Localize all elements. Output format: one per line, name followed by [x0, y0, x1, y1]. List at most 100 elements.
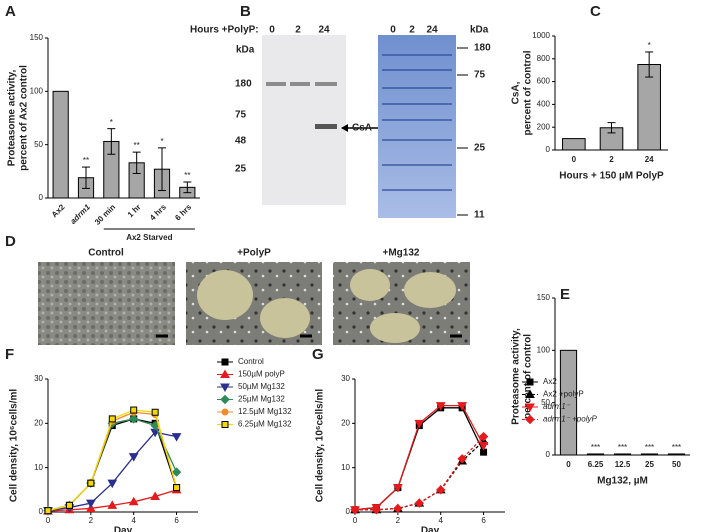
bar: [562, 138, 586, 151]
error-bar: [132, 151, 141, 174]
marker: [173, 484, 181, 492]
arrow-head: [341, 124, 348, 132]
lane-label: 2: [295, 25, 301, 36]
marker: [107, 479, 118, 489]
y-tick-label: 150: [30, 33, 44, 42]
y-tick-label: 10: [341, 463, 350, 472]
blot-header: Hours +PolyP:: [190, 25, 259, 36]
y-tick-label: 200: [537, 122, 551, 131]
legend-label: adrm1⁻: [543, 402, 571, 411]
marker-label: 25: [235, 164, 247, 175]
marker: [129, 414, 139, 424]
x-tick-label: 0: [353, 516, 358, 525]
x-tick-label: 6 hrs: [173, 202, 193, 222]
legend-label: 12.5µM Mg132: [238, 407, 292, 416]
y-tick-label: 0: [346, 507, 351, 516]
marker-label: 75: [235, 110, 247, 121]
y-tick-label: 50: [541, 398, 550, 407]
y-axis-label: CsA,: [511, 81, 522, 104]
lane-label: 0: [269, 25, 275, 36]
x-tick-label: 0: [566, 460, 571, 469]
western-blot: [262, 35, 346, 205]
marker: [150, 491, 161, 500]
marker: [85, 499, 96, 509]
gel-lane-label: 0: [390, 25, 396, 36]
panel-letter: A: [5, 3, 16, 20]
x-axis-label: Hours + 150 µM PolyP: [559, 171, 664, 182]
marker: [457, 402, 468, 411]
error-bar: [183, 181, 192, 194]
marker: [525, 403, 535, 413]
y-tick-label: 800: [537, 54, 551, 63]
marker: [221, 358, 229, 366]
bar: [52, 90, 69, 199]
marker: [526, 378, 534, 386]
marker-ticks: [457, 47, 468, 216]
marker: [108, 415, 116, 423]
marker: [414, 498, 424, 508]
legend-label: Ax2: [543, 377, 557, 386]
significance: **: [184, 171, 190, 180]
marker: [151, 408, 159, 416]
marker: [435, 402, 446, 411]
panel-letter: F: [5, 346, 14, 363]
x-tick-label: 4: [131, 516, 136, 525]
cell-aggregate: [260, 298, 310, 338]
gel-marker-label: 25: [474, 143, 486, 154]
x-tick-label: 2: [396, 516, 401, 525]
gel-lane-label: 2: [409, 25, 415, 36]
x-tick-label: 6: [481, 516, 486, 525]
y-tick-label: 0: [39, 193, 44, 202]
panel-letter: B: [240, 3, 251, 20]
marker: [87, 479, 95, 487]
error-bar: [82, 166, 90, 189]
significance: **: [134, 141, 140, 150]
significance: **: [83, 156, 89, 165]
legend-label: 6.25µM Mg132: [238, 420, 292, 429]
legend-label: Ax2 +polyP: [543, 390, 584, 399]
marker-label: 180: [235, 79, 252, 90]
x-tick-label: 0: [572, 155, 577, 164]
bar: [613, 453, 632, 456]
bar: [667, 453, 686, 456]
micrograph-label: Control: [88, 248, 124, 259]
error-bar: [107, 128, 116, 155]
x-tick-label: 1 hr: [126, 203, 143, 220]
group-label: Ax2 Starved: [126, 233, 172, 242]
x-tick-label: 6.25: [588, 460, 604, 469]
panel-letter: C: [590, 3, 601, 20]
x-tick-label: 30 min: [93, 202, 117, 226]
y-axis-label: Cell density, 10⁶cells/ml: [315, 389, 326, 503]
x-axis-label: Mg132, µM: [597, 476, 648, 487]
gel-marker-label: 75: [474, 70, 486, 81]
y-tick-label: 600: [537, 77, 551, 86]
panel-letter: D: [5, 233, 16, 250]
marker: [436, 485, 446, 495]
significance: *: [110, 118, 113, 127]
significance: *: [160, 137, 163, 146]
bar: [586, 453, 605, 456]
coomassie-gel: [378, 35, 456, 218]
marker: [350, 505, 360, 515]
x-tick-label: 25: [645, 460, 654, 469]
marker: [107, 500, 118, 509]
x-tick-label: adrm1: [69, 202, 93, 226]
y-tick-label: 100: [30, 86, 44, 95]
x-tick-label: 50: [672, 460, 681, 469]
y-tick-label: 0: [546, 450, 551, 459]
y-tick-label: 30: [341, 374, 350, 383]
y-axis-label: Proteasome activity,: [7, 70, 18, 167]
significance: *: [648, 41, 651, 50]
marker: [220, 383, 230, 393]
y-tick-label: 100: [537, 345, 551, 354]
band: [315, 124, 337, 129]
gel-marker-label: 11: [474, 210, 485, 221]
significance: ***: [672, 443, 681, 452]
bar: [559, 349, 578, 456]
y-tick-label: 10: [34, 463, 43, 472]
x-tick-label: 2: [609, 155, 614, 164]
legend-label: 50µM Mg132: [238, 382, 285, 391]
y-tick-label: 0: [546, 145, 551, 154]
marker: [221, 408, 229, 416]
y-tick-label: 1000: [532, 31, 550, 40]
